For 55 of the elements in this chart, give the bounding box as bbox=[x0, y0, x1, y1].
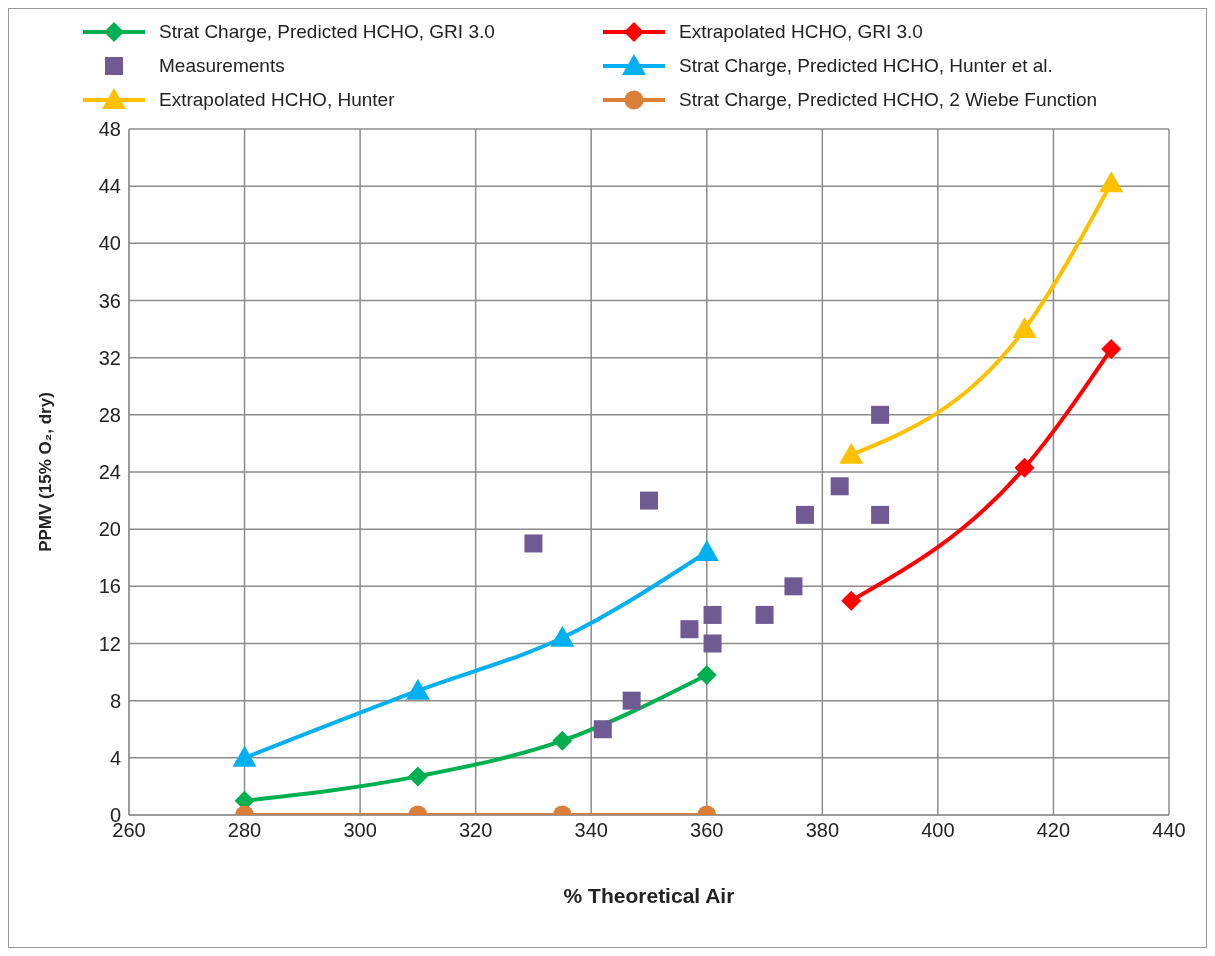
point bbox=[1101, 339, 1122, 360]
point bbox=[593, 720, 612, 739]
legend-label: Extrapolated HCHO, Hunter bbox=[159, 89, 395, 111]
point bbox=[680, 620, 699, 639]
x-tick-label: 300 bbox=[343, 819, 377, 842]
y-tick-label: 32 bbox=[98, 346, 121, 369]
point bbox=[839, 442, 864, 464]
y-tick-label: 28 bbox=[98, 403, 121, 426]
x-tick-label: 280 bbox=[227, 819, 262, 842]
x-tick-label: 340 bbox=[574, 819, 608, 842]
legend-label: Strat Charge, Predicted HCHO, 2 Wiebe Function bbox=[679, 89, 1098, 111]
x-tick-label: 380 bbox=[805, 819, 840, 842]
y-tick-label: 40 bbox=[98, 232, 121, 255]
legend-label: Strat Charge, Predicted HCHO, GRI 3.0 bbox=[159, 21, 495, 43]
x-tick-label: 400 bbox=[921, 819, 955, 842]
legend-label: Extrapolated HCHO, GRI 3.0 bbox=[679, 21, 923, 43]
y-tick-label: 24 bbox=[98, 461, 121, 484]
point bbox=[1012, 317, 1037, 339]
y-tick-label: 20 bbox=[98, 518, 121, 541]
point bbox=[524, 534, 543, 553]
point bbox=[550, 625, 575, 647]
point bbox=[694, 540, 719, 562]
point bbox=[784, 577, 803, 596]
point bbox=[552, 730, 573, 751]
point bbox=[755, 605, 774, 624]
point bbox=[696, 664, 717, 685]
y-tick-label: 44 bbox=[98, 175, 121, 198]
point bbox=[232, 745, 257, 767]
point bbox=[796, 505, 814, 524]
y-tick-label: 16 bbox=[98, 575, 121, 598]
point bbox=[830, 477, 849, 496]
point bbox=[622, 691, 641, 710]
y-axis-title: PPMV (15% O₂, dry) bbox=[36, 392, 55, 552]
x-axis-title: % Theoretical Air bbox=[563, 884, 735, 907]
y-tick-label: 8 bbox=[109, 689, 121, 712]
x-tick-label: 320 bbox=[458, 819, 493, 842]
point bbox=[1014, 457, 1035, 478]
y-tick-label: 4 bbox=[109, 746, 121, 769]
legend-label: Measurements bbox=[159, 55, 285, 77]
y-tick-label: 36 bbox=[98, 289, 121, 312]
x-tick-label: 360 bbox=[690, 819, 724, 842]
point bbox=[407, 766, 428, 787]
x-tick-label: 420 bbox=[1036, 819, 1071, 842]
y-tick-label: 12 bbox=[98, 632, 121, 655]
point bbox=[640, 491, 658, 510]
point bbox=[1099, 171, 1124, 193]
point bbox=[405, 678, 430, 700]
point bbox=[703, 605, 722, 624]
legend-label: Strat Charge, Predicted HCHO, Hunter et al. bbox=[679, 55, 1053, 77]
point bbox=[841, 590, 862, 611]
point bbox=[871, 505, 890, 524]
point bbox=[703, 634, 722, 653]
x-tick-label: 440 bbox=[1152, 819, 1186, 842]
point bbox=[871, 405, 890, 424]
y-tick-label: 48 bbox=[98, 118, 121, 141]
